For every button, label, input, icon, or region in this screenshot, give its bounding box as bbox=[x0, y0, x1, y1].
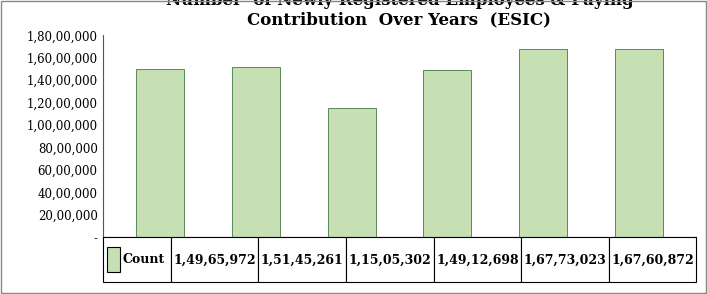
Bar bbox=[519, 49, 567, 237]
Bar bbox=[615, 49, 663, 237]
Bar bbox=[327, 108, 375, 237]
Bar bbox=[107, 247, 120, 272]
Title: Number  of Newly Registered Employees & Paying
Contribution  Over Years  (ESIC): Number of Newly Registered Employees & P… bbox=[165, 0, 633, 28]
Text: Count: Count bbox=[122, 253, 164, 266]
Bar bbox=[423, 70, 472, 237]
Bar bbox=[232, 67, 280, 237]
Bar bbox=[136, 69, 184, 237]
